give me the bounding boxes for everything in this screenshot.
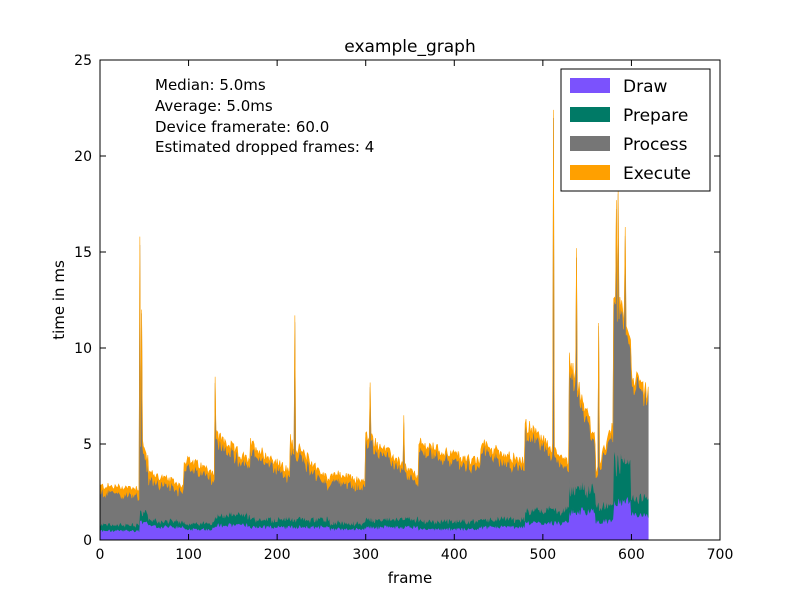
axis-ticks: 0 100 200 300 400 500 600 700 0 5 10 15 20 25 [74, 53, 733, 563]
x-tick-label: 0 [96, 547, 105, 563]
legend-swatch-execute [570, 165, 610, 180]
y-tick-label: 20 [74, 149, 92, 165]
series-execute [99, 109, 649, 502]
legend: Draw Prepare Process Execute [560, 68, 711, 192]
x-tick-label: 700 [707, 547, 734, 563]
legend-label-prepare: Prepare [623, 106, 688, 126]
legend-swatch-prepare [570, 107, 610, 122]
y-tick-label: 5 [83, 437, 92, 453]
stat-dropped-frames: Estimated dropped frames: 4 [155, 138, 374, 156]
stat-average: Average: 5.0ms [155, 97, 273, 115]
x-axis-label: frame [388, 569, 432, 587]
legend-swatch-process [570, 136, 610, 151]
legend-label-draw: Draw [623, 77, 667, 97]
y-axis-label: time in ms [50, 260, 68, 340]
y-tick-label: 25 [74, 53, 92, 69]
chart-title: example_graph [344, 37, 475, 57]
x-tick-label: 600 [618, 547, 645, 563]
axes-frame [99, 59, 721, 541]
x-tick-label: 200 [264, 547, 291, 563]
x-tick-label: 300 [352, 547, 379, 563]
legend-label-process: Process [623, 135, 688, 155]
x-tick-label: 500 [529, 547, 556, 563]
stat-device-framerate: Device framerate: 60.0 [155, 118, 329, 136]
y-tick-label: 15 [74, 245, 92, 261]
x-tick-label: 400 [441, 547, 468, 563]
stat-median: Median: 5.0ms [155, 76, 266, 94]
legend-swatch-draw [570, 78, 610, 93]
y-tick-label: 0 [83, 533, 92, 549]
legend-label-execute: Execute [623, 164, 691, 184]
y-tick-label: 10 [74, 341, 92, 357]
x-tick-label: 100 [175, 547, 202, 563]
